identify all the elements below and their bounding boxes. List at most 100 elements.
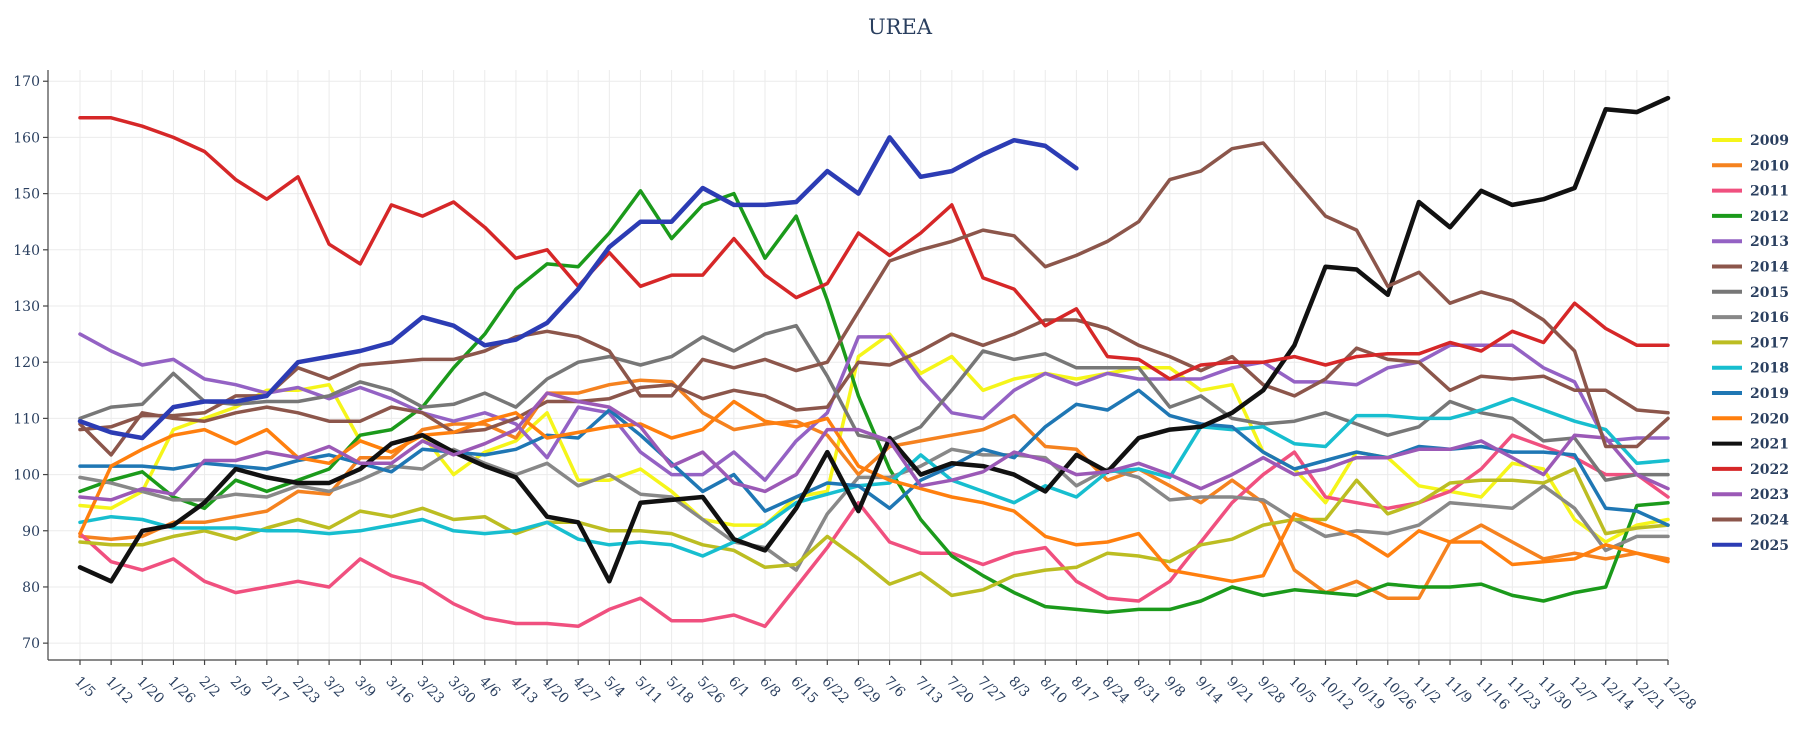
legend-label: 2020 [1750,411,1789,427]
x-tick-label: 2/9 [227,674,254,701]
legend-item-2023[interactable]: 2023 [1712,487,1789,503]
series-line-2018 [78,396,1670,558]
legend-label: 2013 [1750,234,1789,250]
x-tick-label: 3/23 [414,674,448,708]
x-tick-label: 7/6 [881,674,908,701]
legend-item-2014[interactable]: 2014 [1712,260,1789,276]
legend-item-2011[interactable]: 2011 [1712,184,1789,200]
series-line-2024 [78,141,1670,449]
x-tick-label: 10/5 [1286,674,1320,708]
x-tick-label: 5/4 [601,674,628,701]
legend-label: 2023 [1750,487,1789,503]
x-tick-label: 8/3 [1005,674,1032,701]
y-tick-label: 150 [13,187,40,203]
x-tick-label: 11/9 [1441,674,1475,708]
y-tick-label: 100 [13,468,40,484]
x-tick-label: 7/27 [974,674,1008,708]
x-tick-label: 10/26 [1379,674,1419,714]
legend-label: 2016 [1750,310,1789,326]
legend-label: 2022 [1750,462,1789,478]
series-line-2025 [77,135,1079,441]
chart-title: UREA [868,15,933,39]
x-tick-label: 6/15 [787,674,821,708]
legend-item-2024[interactable]: 2024 [1712,513,1789,529]
y-tick-label: 70 [22,636,40,652]
legend-item-2018[interactable]: 2018 [1712,361,1789,377]
series-line-2013 [78,332,1670,482]
x-tick-label: 4/6 [476,674,503,701]
legend-item-2010[interactable]: 2010 [1712,158,1789,174]
x-tick-label: 8/31 [1130,674,1164,708]
y-tick-label: 110 [13,411,40,427]
x-tick-label: 3/2 [320,674,347,701]
x-tick-label: 12/21 [1628,674,1668,714]
series-line-2014 [78,318,1670,457]
x-tick-label: 3/9 [351,674,378,701]
legend-item-2012[interactable]: 2012 [1712,209,1789,225]
legend-item-2015[interactable]: 2015 [1712,285,1789,301]
legend-label: 2024 [1750,513,1789,529]
y-tick-label: 160 [13,130,40,146]
y-tick-label: 80 [22,580,40,596]
legend-item-2017[interactable]: 2017 [1712,335,1789,351]
legend-label: 2012 [1750,209,1789,225]
series-line-2023 [78,391,1670,502]
series-line-2019 [78,388,1670,527]
legend-item-2009[interactable]: 2009 [1712,133,1789,149]
legend-label: 2014 [1750,260,1789,276]
series-line-2017 [78,467,1670,598]
legend-label: 2009 [1750,133,1789,149]
legend[interactable]: 2009 2010 2011 2012 2013 2014 2015 2016 2017 2018… [1712,133,1789,554]
legend-item-2013[interactable]: 2013 [1712,234,1789,250]
series-line-2011 [78,433,1670,629]
x-tick-label: 6/8 [756,674,783,701]
x-tick-label: 4/13 [507,674,541,708]
legend-item-2021[interactable]: 2021 [1712,437,1789,453]
x-tick-label: 7/20 [943,674,977,708]
legend-label: 2011 [1750,184,1789,200]
series-layer [77,95,1671,629]
x-tick-label: 2/17 [258,674,292,708]
x-tick-label: 5/18 [663,674,697,708]
x-tick-label: 4/27 [569,674,603,708]
y-tick-label: 170 [13,74,40,90]
grid [48,70,1669,660]
x-tick-label: 5/26 [694,674,728,708]
x-tick-label: 12/28 [1659,674,1699,714]
x-tick-label: 1/5 [71,674,98,701]
x-tick-label: 8/24 [1099,674,1133,708]
series-line-2012 [78,189,1670,614]
x-tick-label: 8/17 [1068,674,1102,708]
legend-label: 2021 [1750,437,1789,453]
legend-label: 2025 [1750,538,1789,554]
legend-item-2022[interactable]: 2022 [1712,462,1789,478]
y-tick-label: 90 [22,524,40,540]
x-tick-label: 1/26 [165,674,199,708]
y-tick-label: 120 [13,355,40,371]
series-line-2009 [78,332,1670,544]
legend-label: 2010 [1750,158,1789,174]
legend-label: 2017 [1750,335,1789,351]
x-tick-label: 6/29 [850,674,884,708]
x-tick-label: 5/11 [632,674,666,708]
x-tick-label: 6/22 [818,674,852,708]
x-tick-label: 10/19 [1348,674,1388,714]
y-tick-label: 130 [13,299,40,315]
x-tick-label: 12/14 [1597,674,1637,714]
x-tick-label: 10/12 [1317,674,1357,714]
x-tick-label: 11/16 [1472,674,1512,714]
x-tick-label: 9/21 [1223,674,1257,708]
legend-item-2025[interactable]: 2025 [1712,538,1789,554]
x-tick-label: 4/20 [538,674,572,708]
x-tick-label: 11/23 [1503,674,1543,714]
legend-item-2019[interactable]: 2019 [1712,386,1789,402]
series-line-2015 [78,323,1670,482]
x-tick-label: 11/30 [1535,674,1575,714]
legend-item-2020[interactable]: 2020 [1712,411,1789,427]
y-tick-label: 140 [13,243,40,259]
x-tick-label: 9/8 [1161,674,1188,701]
legend-item-2016[interactable]: 2016 [1712,310,1789,326]
legend-label: 2019 [1750,386,1789,402]
series-line-2022 [78,116,1670,381]
x-tick-label: 8/10 [1036,674,1070,708]
